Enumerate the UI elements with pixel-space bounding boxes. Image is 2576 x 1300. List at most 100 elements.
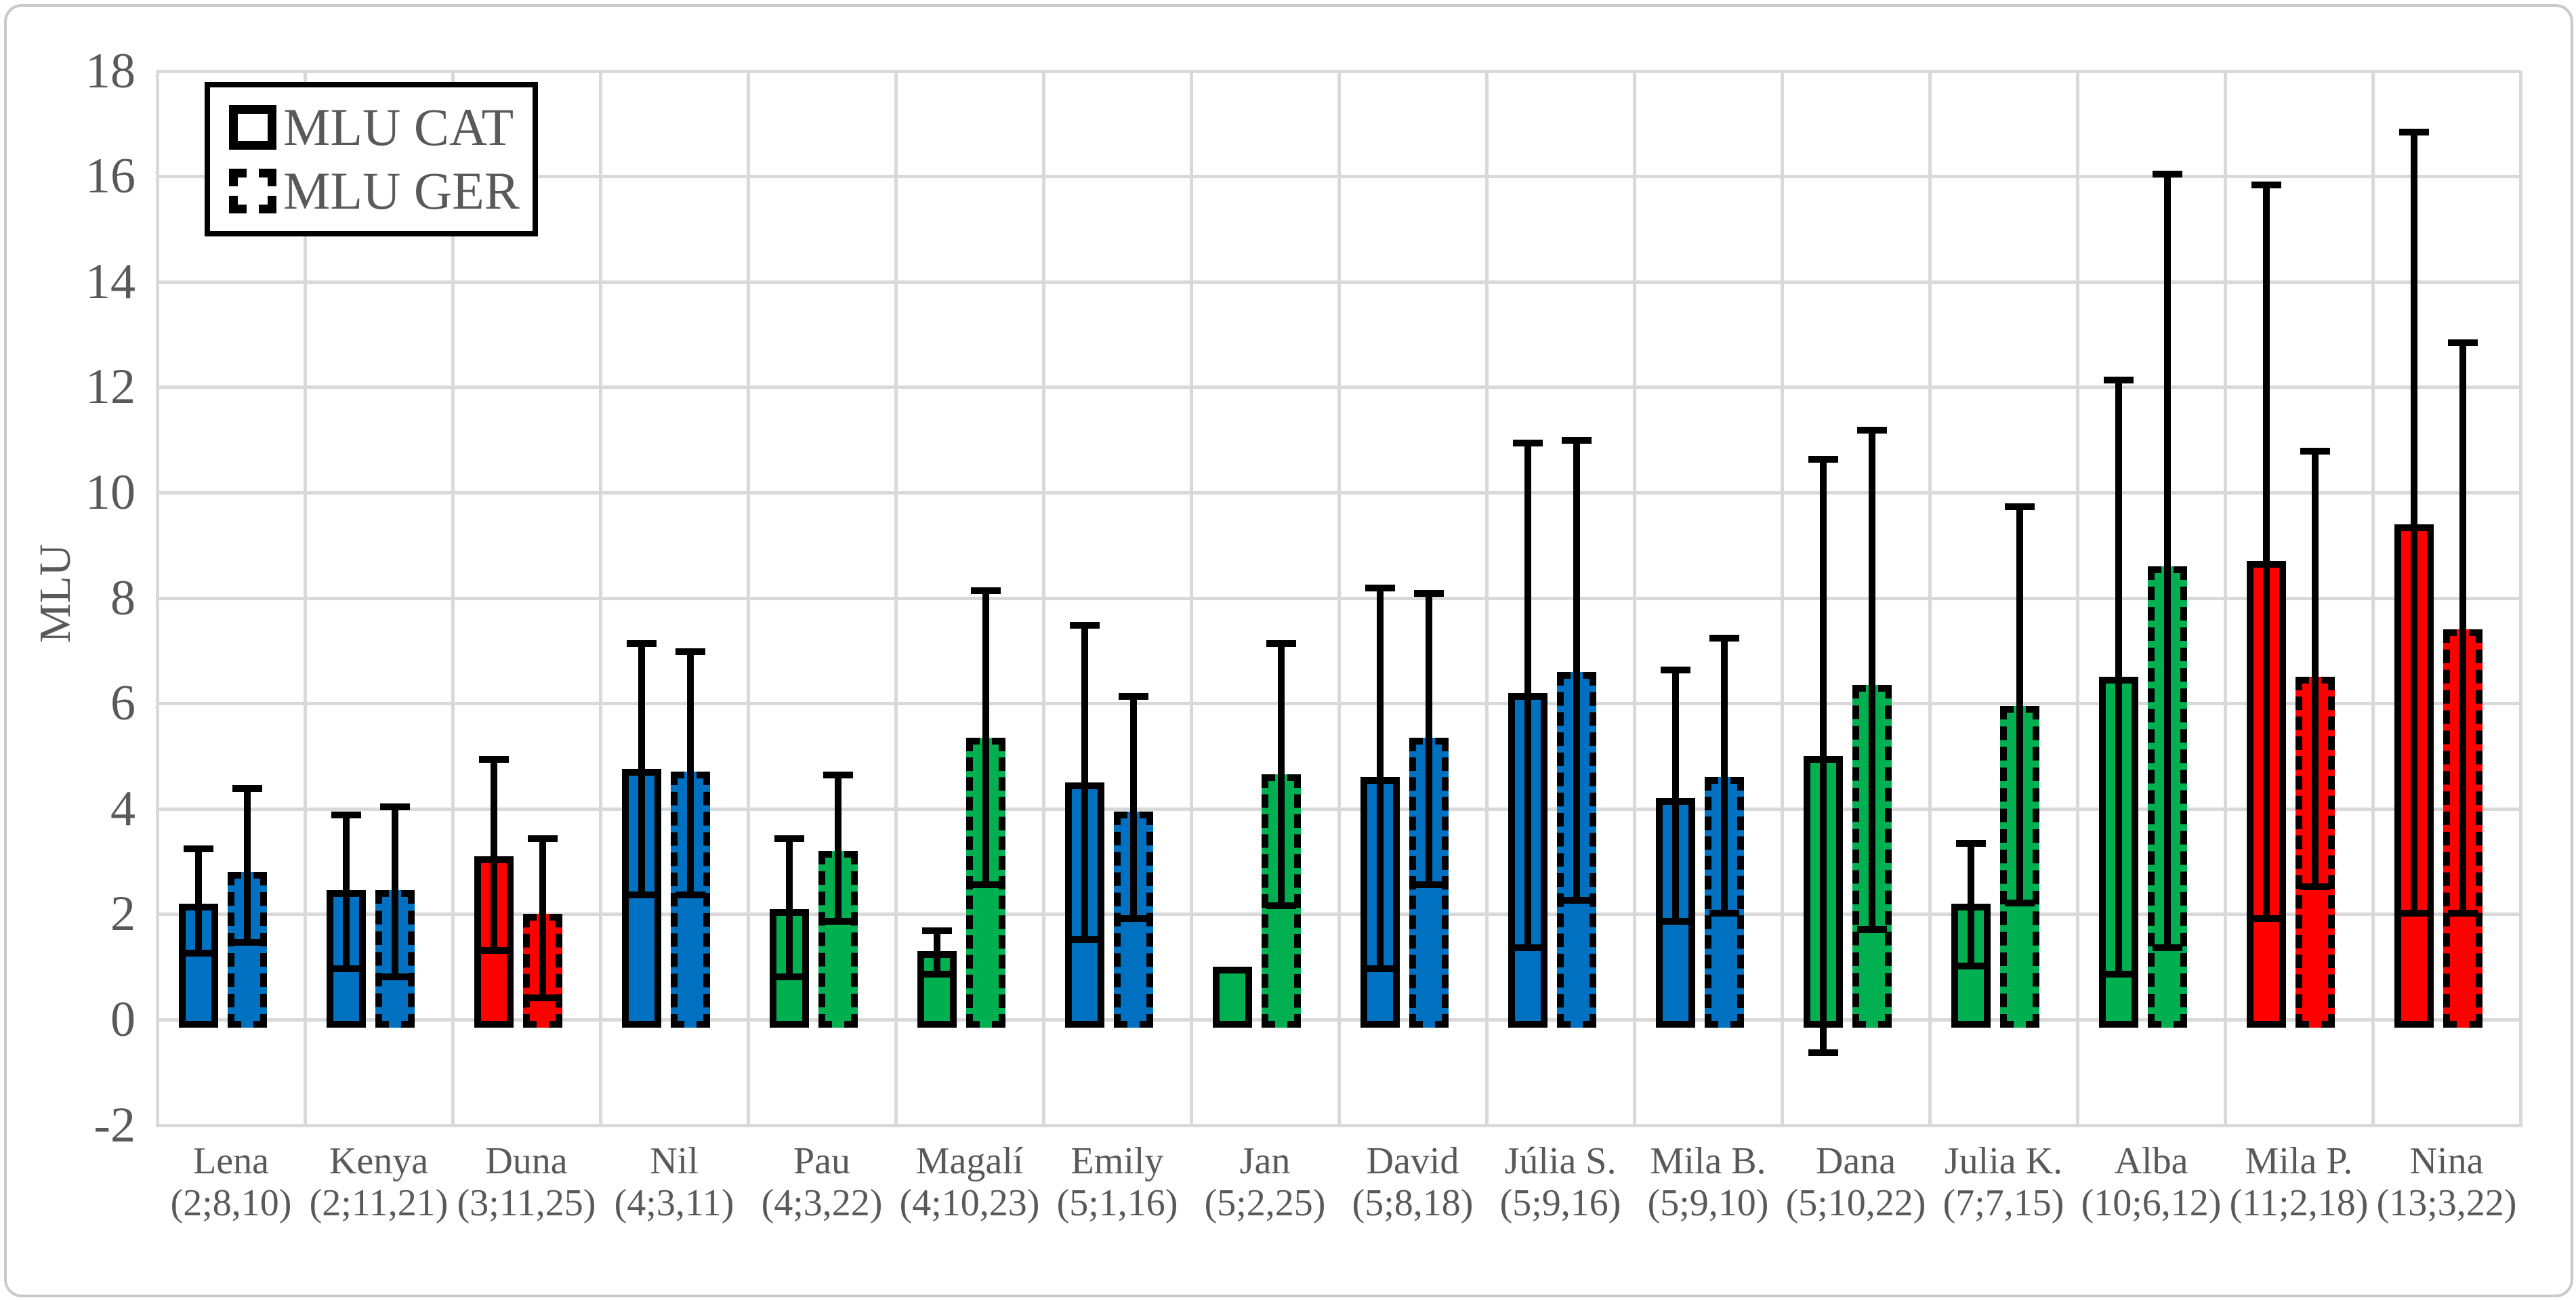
x-category-age-info: (5;1,16) xyxy=(1056,1181,1178,1224)
y-tick-label: 0 xyxy=(110,992,136,1047)
error-bar-bottom-cap xyxy=(380,973,410,980)
error-bar-top-cap xyxy=(380,803,410,811)
v-gridline xyxy=(2076,70,2079,1127)
x-category-age-info: (11;2,18) xyxy=(2229,1181,2369,1224)
error-bar-top-cap xyxy=(2251,181,2281,188)
error-bar-bottom-cap xyxy=(2399,910,2429,917)
x-category-label: Mila P. (11;2,18) xyxy=(2221,1140,2377,1224)
error-bar-top-cap xyxy=(1266,639,1296,647)
error-bar-line xyxy=(2459,339,2466,917)
x-category-name: Julia K. xyxy=(1944,1139,2063,1182)
error-bar-bottom-cap xyxy=(971,881,1001,888)
v-gridline xyxy=(1190,70,1193,1127)
error-bar-line xyxy=(1278,639,1285,909)
error-bar-bottom-cap xyxy=(1661,917,1690,925)
x-category-label: Julia K. (7;7,15) xyxy=(1926,1140,2081,1224)
error-bar-top-cap xyxy=(627,639,657,647)
error-bar-top-cap xyxy=(1513,440,1543,447)
x-category-age-info: (5;9,10) xyxy=(1647,1181,1769,1224)
x-category-label: Dana (5;10,22) xyxy=(1778,1140,1934,1224)
bar-mlu-cat-nil xyxy=(622,769,661,1028)
y-tick-label: 18 xyxy=(85,43,136,99)
bar-mlu-ger-kenya xyxy=(375,890,415,1028)
error-bar-top-cap xyxy=(1070,621,1100,629)
error-bar-line xyxy=(934,927,940,978)
error-bar-line xyxy=(2164,171,2171,951)
v-gridline xyxy=(1781,70,1784,1127)
error-bar-bottom-cap xyxy=(331,965,361,972)
error-bar-bottom-cap xyxy=(232,939,262,946)
error-bar-bottom-cap xyxy=(1365,965,1395,972)
error-bar-top-cap xyxy=(1857,426,1887,434)
error-bar-top-cap xyxy=(2399,129,2429,136)
error-bar-bottom-cap xyxy=(676,892,705,899)
error-bar-top-cap xyxy=(823,772,853,779)
error-bar-bottom-cap xyxy=(1513,944,1543,951)
error-bar-bottom-cap xyxy=(479,946,509,954)
error-bar-line xyxy=(1130,692,1137,923)
error-bar-top-cap xyxy=(1808,455,1838,463)
error-bar-bottom-cap xyxy=(2251,915,2281,923)
error-bar-top-cap xyxy=(1365,585,1395,592)
error-bar-top-cap xyxy=(1562,437,1592,444)
error-bar-bottom-cap xyxy=(1119,915,1148,923)
bar-mlu-ger-lena xyxy=(228,872,267,1028)
x-category-name: Lena xyxy=(193,1139,269,1182)
x-category-age-info: (2;11,21) xyxy=(309,1181,449,1224)
y-tick-label: 8 xyxy=(110,570,136,626)
error-bar-bottom-cap xyxy=(1562,896,1592,904)
legend-swatch-dashed-icon xyxy=(229,168,276,213)
error-bar-bottom-cap xyxy=(2104,970,2134,978)
x-category-age-info: (10;6,12) xyxy=(2081,1181,2222,1224)
error-bar-bottom-cap xyxy=(1808,1049,1838,1057)
x-category-age-info: (4;3,22) xyxy=(761,1181,883,1224)
x-category-name: David xyxy=(1366,1139,1459,1182)
error-bar-line xyxy=(2411,129,2417,917)
error-bar-bottom-cap xyxy=(627,892,657,899)
error-bar-bottom-cap xyxy=(2448,910,2478,917)
x-category-label: Nina (13;3,22) xyxy=(2369,1140,2525,1224)
error-bar-top-cap xyxy=(2153,171,2182,178)
x-category-name: Nil xyxy=(650,1139,699,1182)
error-bar-line xyxy=(244,784,251,946)
x-category-age-info: (4;3,11) xyxy=(614,1181,734,1224)
error-bar-bottom-cap xyxy=(2153,944,2182,951)
error-bar-line xyxy=(1968,840,1974,970)
error-bar-line xyxy=(1672,666,1679,925)
legend-swatch-solid-icon xyxy=(229,105,276,150)
error-bar-line xyxy=(835,772,842,925)
error-bar-line xyxy=(786,835,793,980)
v-gridline xyxy=(156,70,159,1127)
x-category-age-info: (7;7,15) xyxy=(1943,1181,2064,1224)
error-bar-line xyxy=(1573,437,1580,904)
error-bar-line xyxy=(195,845,202,957)
y-tick-label: -2 xyxy=(94,1097,136,1153)
legend: MLU CAT MLU GER xyxy=(205,82,538,236)
error-bar-top-cap xyxy=(676,648,705,655)
error-bar-top-cap xyxy=(2448,339,2478,347)
x-category-name: Mila P. xyxy=(2245,1139,2353,1182)
error-bar-line xyxy=(1721,635,1728,917)
x-category-label: Magalí (4;10,23) xyxy=(892,1140,1047,1224)
error-bar-line xyxy=(1426,589,1432,888)
legend-item-mlu-ger: MLU GER xyxy=(229,163,533,218)
y-tick-label: 16 xyxy=(85,148,136,205)
error-bar-top-cap xyxy=(1661,666,1690,673)
error-bar-top-cap xyxy=(331,811,361,818)
chart-outer-frame xyxy=(4,4,2573,1297)
error-bar-bottom-cap xyxy=(1414,881,1444,888)
error-bar-bottom-cap xyxy=(823,917,853,925)
error-bar-line xyxy=(343,811,350,972)
x-category-name: Magalí xyxy=(915,1139,1024,1182)
error-bar-line xyxy=(1377,585,1384,972)
x-category-label: Kenya (2;11,21) xyxy=(301,1140,457,1224)
v-gridline xyxy=(1928,70,1932,1127)
v-gridline xyxy=(599,70,602,1127)
error-bar-bottom-cap xyxy=(184,949,213,957)
error-bar-bottom-cap xyxy=(1709,910,1739,917)
error-bar-top-cap xyxy=(232,784,262,792)
x-category-name: Mila B. xyxy=(1650,1139,1766,1182)
y-tick-label: 6 xyxy=(110,675,136,732)
error-bar-top-cap xyxy=(1414,589,1444,597)
